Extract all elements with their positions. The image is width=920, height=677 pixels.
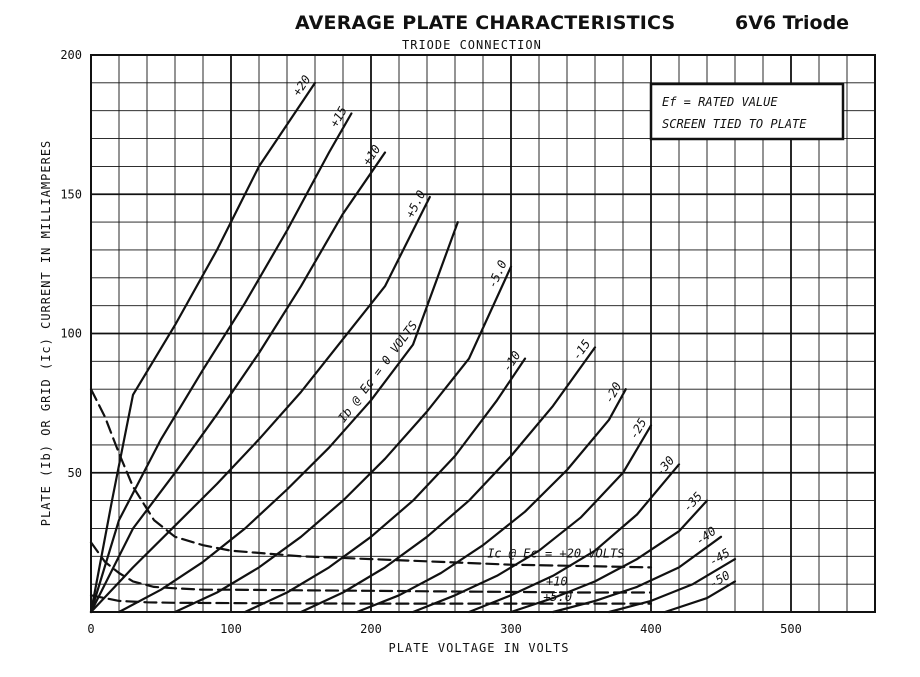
note-line-1: Ef = RATED VALUE: [662, 95, 778, 109]
curve-15: [299, 346, 597, 614]
curve-15: [89, 112, 353, 614]
x-axis-label: PLATE VOLTAGE IN VOLTS: [389, 641, 570, 655]
curve-20: [89, 81, 317, 614]
curve-0: [117, 221, 459, 614]
note-box: Ef = RATED VALUE SCREEN TIED TO PLATE: [649, 82, 845, 141]
curve-45: [607, 557, 737, 614]
x-tick-label: 100: [220, 622, 242, 636]
y-axis-label: PLATE (Ib) OR GRID (Ic) CURRENT IN MILLI…: [39, 140, 53, 527]
chart-subtitle: 6V6 Triode: [735, 12, 850, 34]
y-tick-label: 150: [60, 187, 82, 201]
curve-5-0: [89, 195, 431, 614]
curve-50: [663, 580, 737, 614]
curve-label: +5.0: [543, 590, 572, 604]
curve-label: -30: [653, 453, 678, 479]
curve-label: -5.0: [485, 258, 510, 290]
curve-35: [509, 499, 709, 614]
curve-Ic-20: [89, 388, 653, 569]
curve-30: [467, 463, 681, 614]
curve-label: +15: [327, 104, 350, 130]
curve-5-0: [173, 265, 513, 614]
curve-10: [89, 151, 387, 614]
x-tick-label: 0: [87, 622, 94, 636]
grid: [90, 54, 876, 613]
curve-label: -10: [500, 348, 524, 374]
curve-label: Ic @ Ec = +20 VOLTS: [487, 547, 624, 561]
chart-title: AVERAGE PLATE CHARACTERISTICS: [295, 12, 676, 34]
note-line-2: SCREEN TIED TO PLATE: [662, 117, 807, 131]
curves: [89, 81, 737, 614]
x-tick-label: 400: [640, 622, 662, 636]
curve-Ic-10: [89, 541, 653, 594]
curve-label: +10: [546, 575, 568, 589]
curve-Ic-5-0: [89, 594, 653, 605]
x-tick-label: 200: [360, 622, 382, 636]
x-tick-label: 500: [780, 622, 802, 636]
y-tick-label: 100: [60, 327, 82, 341]
connection-label: TRIODE CONNECTION: [402, 38, 542, 52]
curve-label: -45: [707, 546, 733, 569]
curve-25: [411, 424, 653, 614]
curve-10: [243, 357, 527, 614]
curve-label: -15: [569, 337, 593, 363]
curve-label: +20: [290, 73, 314, 99]
x-tick-label: 300: [500, 622, 522, 636]
curve-label: -20: [602, 380, 625, 406]
curve-label: +10: [360, 142, 384, 168]
y-tick-label: 200: [60, 48, 82, 62]
plot-frame: [90, 54, 876, 613]
curve-label: -50: [707, 568, 733, 591]
curve-label: +5.0: [403, 188, 428, 220]
y-tick-label: 50: [68, 466, 82, 480]
curve-label: -35: [680, 489, 705, 514]
tick-labels: 0 100 200 300 400 500 50 100 150 200: [60, 48, 802, 636]
curve-label: -25: [626, 416, 649, 442]
curve-label: -40: [693, 524, 719, 548]
